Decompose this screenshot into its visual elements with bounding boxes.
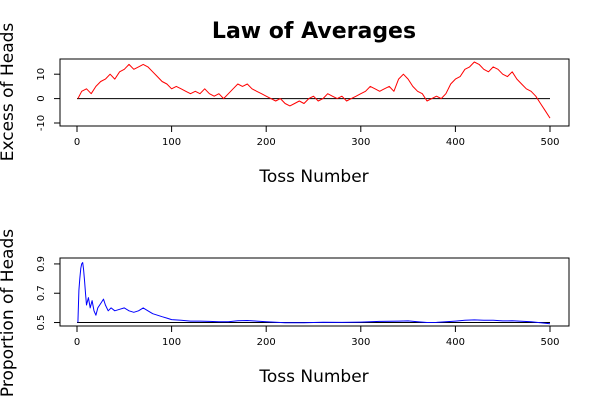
proportion-x-tick-label: 0 — [74, 337, 80, 348]
proportion-x-tick-label: 500 — [540, 337, 559, 348]
excess-plot-frame — [59, 58, 570, 127]
proportion-axis-layer: 0 100 200 300 400 500 0.5 0.7 0.9 — [36, 256, 560, 348]
excess-x-tick-label: 300 — [351, 137, 370, 148]
proportion-x-tick-label: 400 — [446, 337, 465, 348]
proportion-x-tick-label: 200 — [257, 337, 276, 348]
excess-x-tick-label: 0 — [74, 137, 80, 148]
chart-title: Law of Averages — [212, 19, 416, 44]
excess-of-heads-panel: 0 100 200 300 400 500 -10 0 10 Toss Number Exces… — [0, 23, 570, 187]
proportion-plot-frame — [59, 257, 570, 327]
proportion-x-tick-label: 300 — [351, 337, 370, 348]
excess-y-axis-title: Excess of Heads — [0, 23, 18, 162]
proportion-series-layer — [77, 262, 551, 325]
proportion-of-heads-panel: 0 100 200 300 400 500 0.5 0.7 0.9 Toss Number Pr… — [0, 229, 570, 397]
excess-y-tick-label: 0 — [36, 95, 47, 101]
proportion-y-tick-label: 0.9 — [36, 256, 47, 272]
excess-x-tick-label: 500 — [540, 137, 559, 148]
excess-x-axis-title: Toss Number — [258, 167, 368, 187]
proportion-x-tick-label: 100 — [162, 337, 181, 348]
excess-x-tick-label: 400 — [446, 137, 465, 148]
proportion-series-line-0 — [77, 262, 551, 325]
proportion-y-tick-label: 0.5 — [36, 315, 47, 331]
proportion-x-axis-title: Toss Number — [258, 367, 368, 387]
excess-x-tick-label: 200 — [257, 137, 276, 148]
excess-y-tick-label: -10 — [36, 115, 47, 131]
excess-y-tick-label: 10 — [36, 68, 47, 81]
excess-series-line-0 — [77, 61, 551, 119]
proportion-y-tick-label: 0.7 — [36, 285, 47, 301]
proportion-y-axis-title: Proportion of Heads — [0, 229, 18, 397]
excess-x-tick-label: 100 — [162, 137, 181, 148]
excess-axis-layer: 0 100 200 300 400 500 -10 0 10 — [36, 68, 560, 148]
excess-series-layer — [77, 61, 551, 119]
